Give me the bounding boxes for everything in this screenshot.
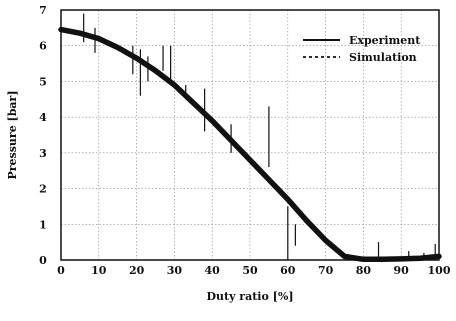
- x-tick-label: 90: [394, 264, 410, 277]
- grid-lines: [61, 10, 439, 260]
- y-tick-label: 5: [39, 75, 47, 88]
- legend: Experiment Simulation: [303, 34, 421, 64]
- legend-label-simulation: Simulation: [349, 51, 417, 64]
- y-tick-label: 2: [39, 183, 47, 196]
- y-tick-label: 6: [39, 40, 47, 53]
- x-tick-label: 80: [356, 264, 372, 277]
- y-tick-label: 1: [39, 218, 47, 231]
- y-tick-label: 7: [39, 4, 47, 17]
- y-axis-label: Pressure [bar]: [6, 90, 19, 179]
- x-tick-label: 70: [318, 264, 334, 277]
- y-tick-labels: 0 1 2 3 4 5 6 7: [39, 4, 47, 267]
- y-tick-label: 3: [39, 147, 47, 160]
- series-line-simulation: [60, 30, 365, 261]
- x-tick-label: 20: [129, 264, 145, 277]
- y-tick-label: 4: [39, 111, 47, 124]
- x-tick-label: 40: [205, 264, 221, 277]
- x-tick-label: 30: [167, 264, 183, 277]
- plot-frame: [60, 9, 440, 261]
- x-tick-label: 60: [280, 264, 296, 277]
- legend-label-experiment: Experiment: [349, 34, 421, 47]
- x-tick-label: 0: [57, 264, 65, 277]
- x-tick-label: 10: [91, 264, 107, 277]
- x-tick-labels: 0 10 20 30 40 50 60 70 80 90 100: [57, 264, 451, 277]
- x-tick-label: 100: [428, 264, 451, 277]
- x-tick-label: 50: [242, 264, 258, 277]
- x-axis-label: Duty ratio [%]: [206, 290, 293, 303]
- y-tick-label: 0: [39, 254, 47, 267]
